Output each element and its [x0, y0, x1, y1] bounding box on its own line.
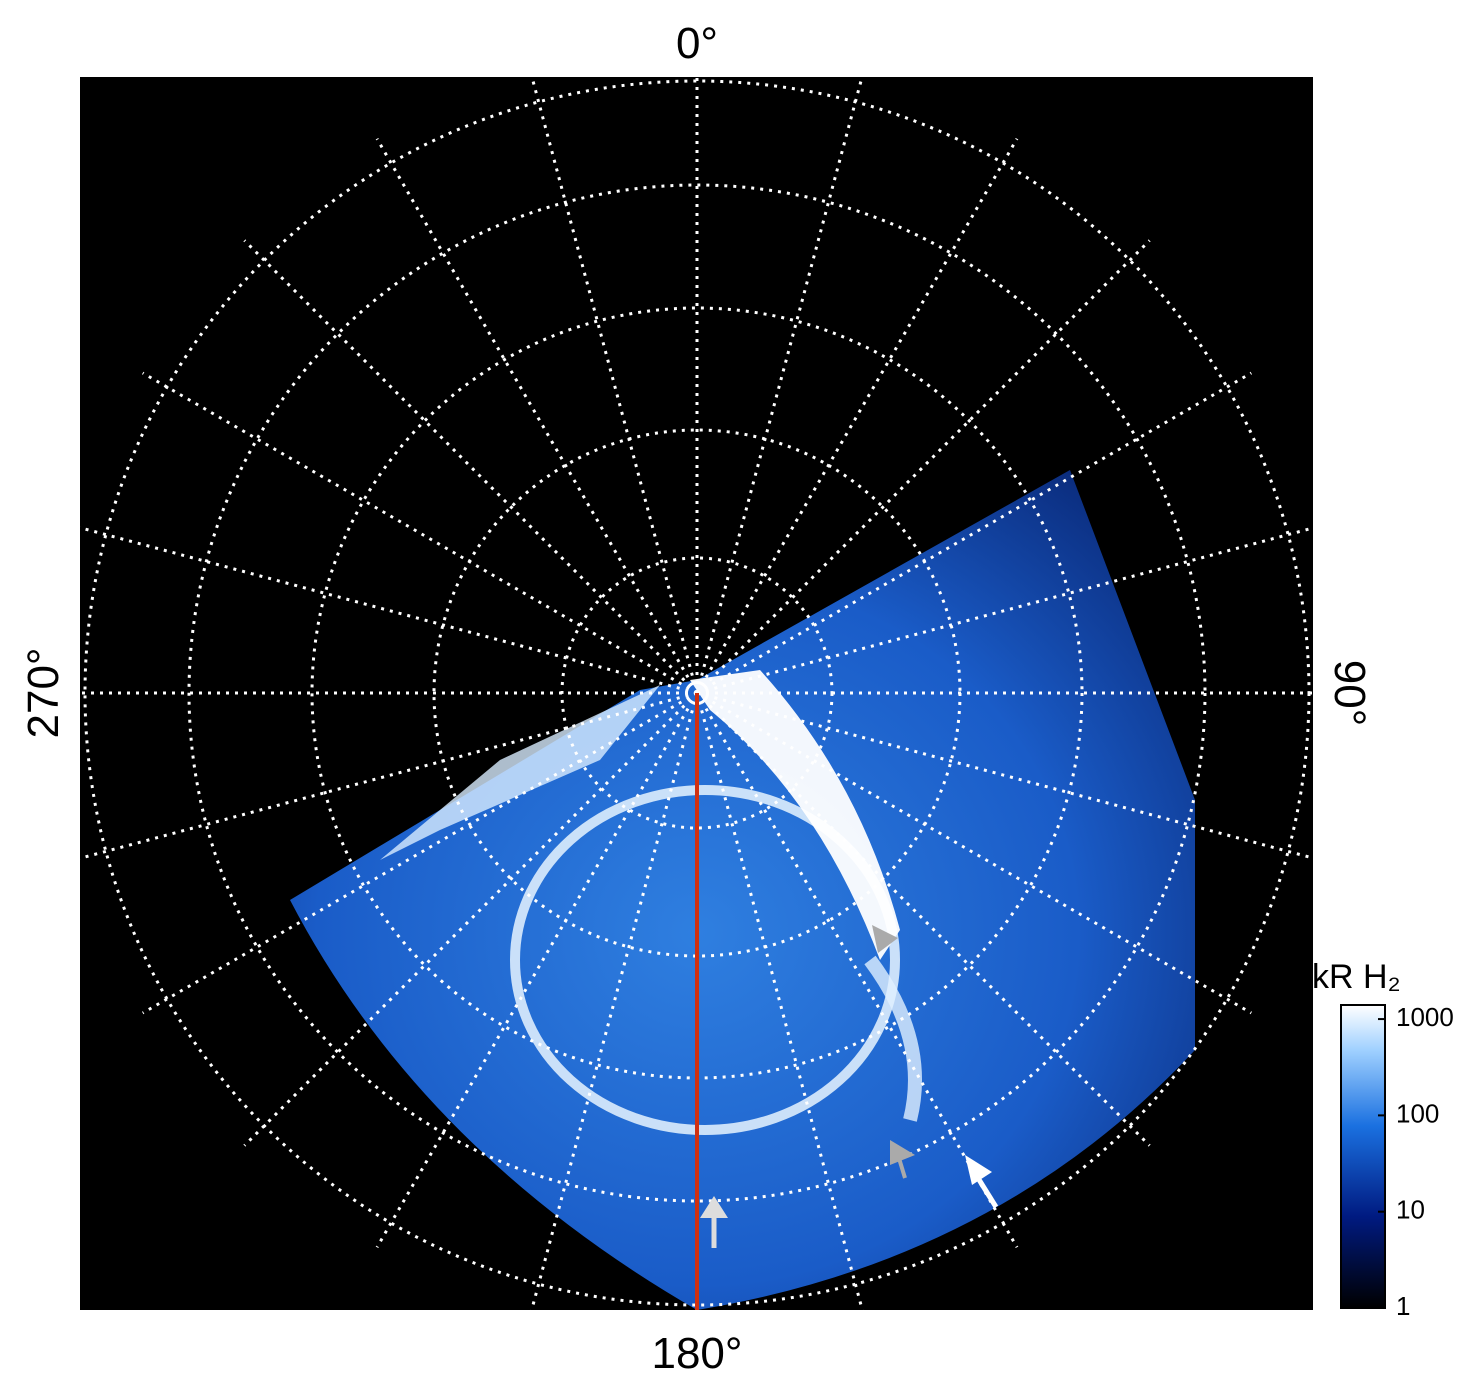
label-right: 90°	[1325, 660, 1374, 727]
grid-spoke	[695, 77, 864, 694]
grid-spoke	[375, 137, 699, 694]
colorbar-label: kR H₂	[1312, 958, 1401, 996]
colorbar-tick-label: 100	[1396, 1098, 1439, 1128]
grid-spoke	[695, 137, 1019, 694]
grid-spoke	[696, 526, 1313, 695]
grid-spoke	[243, 691, 699, 1147]
grid-spoke	[80, 691, 698, 860]
colorbar-tick-label: 1	[1396, 1291, 1410, 1321]
aurora-edge	[380, 685, 660, 860]
label-left: 270°	[19, 647, 68, 738]
grid-spoke	[695, 691, 1151, 1147]
grid-spoke	[80, 526, 698, 695]
grid-spoke	[530, 692, 699, 1310]
aurora-image	[290, 470, 1195, 1310]
aurora-region	[290, 470, 1195, 1310]
colorbar-tick-label: 10	[1396, 1195, 1425, 1225]
colorbar	[1340, 1004, 1386, 1309]
aurora-arc	[864, 955, 922, 1122]
grid-spoke	[141, 691, 698, 1015]
grid-spoke	[696, 371, 1253, 695]
grid-spoke	[696, 691, 1313, 860]
white-arrow	[700, 1196, 728, 1248]
grid-spoke	[695, 239, 1151, 695]
white-arrow	[965, 1155, 999, 1209]
grid-spoke	[375, 692, 699, 1249]
grid-spoke	[695, 692, 864, 1310]
grid-spoke	[696, 691, 1253, 1015]
grid-spoke	[141, 371, 698, 695]
label-bottom: 180°	[651, 1329, 742, 1378]
gray-arrowhead	[872, 925, 898, 953]
label-top: 0°	[676, 19, 718, 68]
colorbar-tick-label: 1000	[1396, 1002, 1454, 1032]
aurora-oval	[510, 785, 900, 1135]
grid-spoke	[695, 692, 1019, 1249]
gray-arrow	[890, 1140, 915, 1179]
grid-spoke	[530, 77, 699, 694]
grid-circle	[187, 183, 1207, 1203]
grid-spoke	[243, 239, 699, 695]
